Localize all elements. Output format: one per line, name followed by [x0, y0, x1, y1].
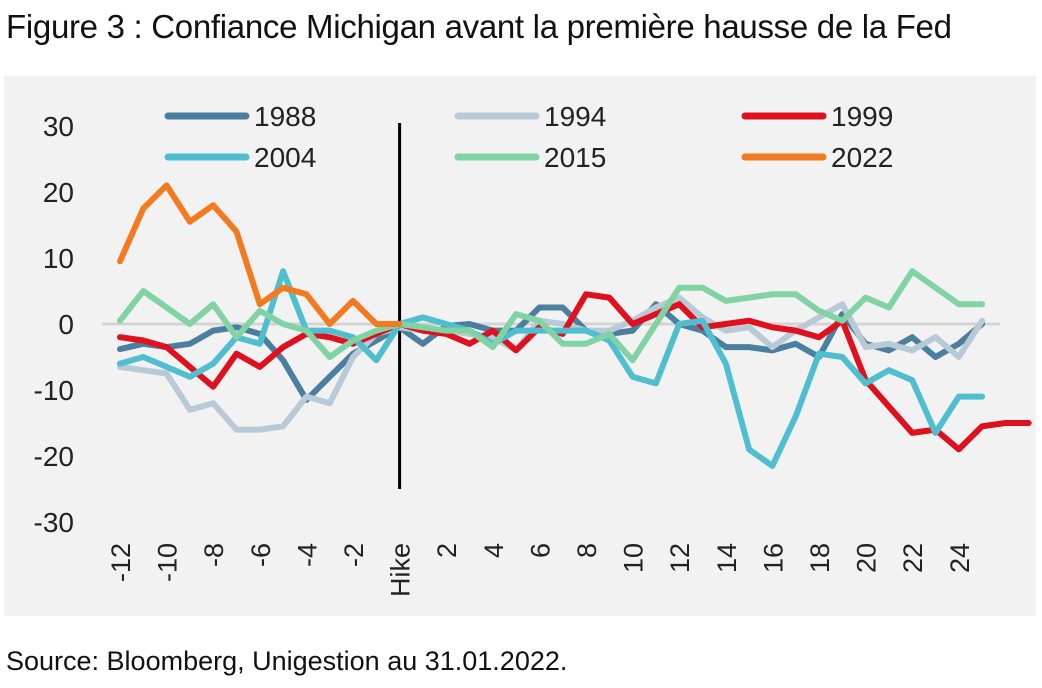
x-tick-label: 22 — [898, 543, 928, 573]
x-tick-label: 4 — [479, 543, 509, 558]
series-line-1999 — [117, 291, 1032, 453]
chart-title: Figure 3 : Confiance Michigan avant la p… — [6, 8, 952, 45]
x-tick-label: 2 — [432, 543, 462, 558]
y-tick-label: 30 — [43, 111, 74, 142]
x-tick-label: 16 — [758, 543, 788, 573]
legend: 1988 1994 1999 2004 2015 2022 — [164, 101, 893, 173]
legend-label: 2015 — [544, 142, 606, 173]
x-tick-label: 24 — [945, 543, 975, 573]
x-tick-label: -12 — [106, 543, 136, 582]
x-tick-label: 10 — [619, 543, 649, 573]
x-tick-label: -2 — [339, 543, 369, 567]
y-tick-label: 20 — [43, 177, 74, 208]
series-lines — [117, 182, 1032, 469]
x-tick-label: -10 — [153, 543, 183, 582]
series-line-2015 — [117, 268, 986, 364]
x-tick-label: 8 — [572, 543, 602, 558]
x-axis: -12 -10 -8 -6 -4 -2 Hike 2 4 6 8 10 12 14 16 18 20 22 24 — [106, 543, 975, 597]
x-tick-label: Hike — [386, 543, 416, 597]
x-tick-label: -8 — [199, 543, 229, 567]
legend-label: 1999 — [831, 101, 893, 132]
series-line-1994 — [117, 294, 986, 433]
x-tick-label: 12 — [665, 543, 695, 573]
series-line-2022 — [117, 182, 403, 327]
y-tick-label: -20 — [34, 441, 74, 472]
x-tick-label: -4 — [292, 543, 322, 567]
x-tick-label: 14 — [712, 543, 742, 573]
x-tick-label: 6 — [525, 543, 555, 558]
source-note: Source: Bloomberg, Unigestion au 31.01.2… — [6, 646, 568, 676]
series-line-2004 — [117, 268, 986, 469]
y-tick-label: -10 — [34, 375, 74, 406]
legend-label: 2004 — [254, 142, 316, 173]
legend-label: 1988 — [254, 101, 316, 132]
legend-label: 2022 — [831, 142, 893, 173]
y-tick-label: 0 — [58, 309, 74, 340]
y-axis: 30 20 10 0 -10 -20 -30 — [34, 111, 74, 538]
y-tick-label: 10 — [43, 243, 74, 274]
x-tick-label: -6 — [246, 543, 276, 567]
x-tick-label: 20 — [852, 543, 882, 573]
y-tick-label: -30 — [34, 507, 74, 538]
x-tick-label: 18 — [805, 543, 835, 573]
legend-label: 1994 — [544, 101, 606, 132]
